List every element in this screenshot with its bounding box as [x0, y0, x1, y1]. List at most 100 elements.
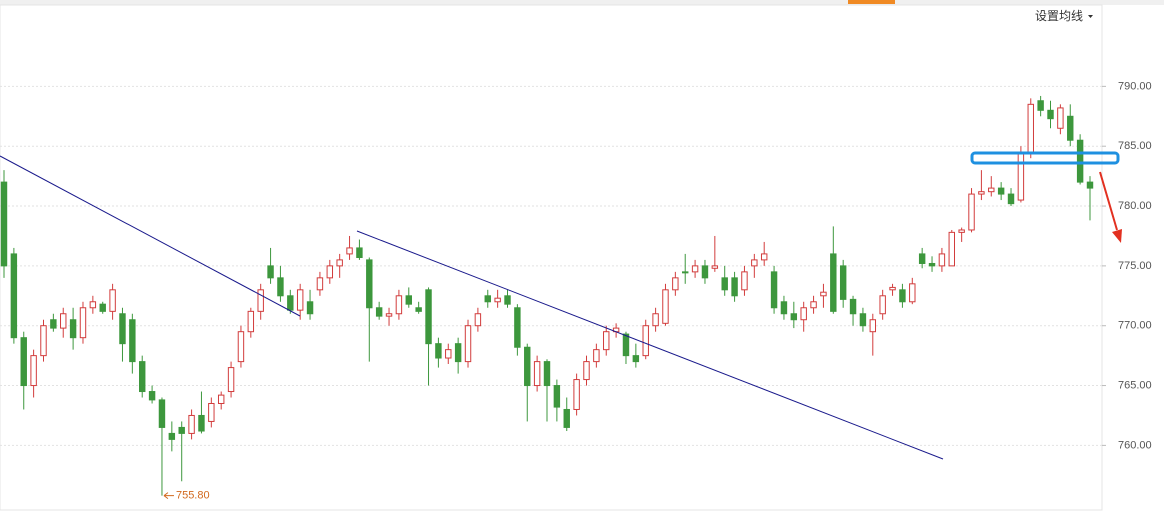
- candle-body: [99, 303, 106, 312]
- candle-body: [909, 283, 916, 303]
- candle-body: [30, 355, 37, 387]
- candle-body: [1057, 107, 1064, 129]
- candle-body: [948, 231, 955, 267]
- y-tick-label: 760.00: [1118, 439, 1152, 451]
- candle-body: [474, 313, 482, 327]
- candle-body: [573, 379, 580, 410]
- candle-body: [445, 349, 452, 359]
- candle-body: [731, 277, 738, 297]
- candle-body: [277, 277, 284, 297]
- candle-body: [10, 253, 18, 339]
- candle-body: [346, 247, 353, 255]
- candle-body: [593, 349, 600, 363]
- candle-body: [524, 346, 531, 387]
- candle-body: [918, 253, 926, 264]
- candle-body: [820, 291, 827, 297]
- candle-body: [652, 313, 659, 327]
- candle-body: [129, 319, 136, 363]
- candle-body: [672, 277, 679, 291]
- y-tick-label: 770.00: [1118, 320, 1152, 332]
- candle-body: [435, 343, 442, 359]
- candle-body: [603, 331, 610, 351]
- candle-body: [928, 262, 936, 267]
- candle-body: [208, 402, 215, 422]
- candle-body: [20, 337, 27, 387]
- candle-body: [839, 265, 847, 300]
- candle-body: [148, 391, 156, 401]
- candle-body: [40, 325, 47, 357]
- candle-body: [336, 259, 343, 267]
- candle-body: [662, 289, 669, 324]
- tab-bar: [0, 0, 1164, 5]
- candle-body: [879, 295, 886, 315]
- candle-body: [89, 301, 97, 309]
- candle-body: [415, 307, 422, 312]
- candle-body: [859, 313, 867, 327]
- red-arrow: [1099, 171, 1118, 231]
- y-tick-label: 775.00: [1118, 260, 1152, 272]
- candle-body: [1047, 109, 1054, 120]
- candle-body: [1027, 103, 1034, 153]
- candle-body: [899, 289, 906, 303]
- candle-body: [257, 289, 264, 312]
- candle-body: [701, 265, 709, 279]
- candle-body: [682, 271, 689, 274]
- candle-body: [770, 271, 778, 309]
- candle-body: [296, 289, 304, 311]
- trend-line: [0, 155, 301, 317]
- candle-body: [198, 414, 205, 432]
- candle-body: [790, 313, 798, 321]
- candle-body: [287, 295, 294, 311]
- active-tab[interactable]: [848, 0, 895, 4]
- red-arrowhead: [1112, 229, 1122, 243]
- candle-body: [978, 191, 985, 195]
- candle-body: [1086, 181, 1094, 189]
- candle-body: [751, 259, 758, 267]
- candle-body: [711, 265, 719, 269]
- plot: 760.00 765.00 770.00 775.00 780.00 785.00 790.…: [0, 80, 1152, 502]
- candle-body: [366, 259, 373, 309]
- candle-body: [158, 399, 166, 428]
- candle-body: [1076, 139, 1084, 183]
- candle-body: [237, 331, 245, 363]
- candle-body: [69, 319, 77, 339]
- candle-body: [326, 265, 334, 279]
- candle-body: [563, 408, 570, 428]
- candle-body: [139, 361, 146, 393]
- menu-label[interactable]: 设置均线: [1035, 9, 1083, 23]
- candle-body: [119, 313, 126, 345]
- candle-body: [79, 307, 87, 339]
- candle-body: [50, 319, 57, 329]
- candle-body: [217, 394, 225, 404]
- candle-body: [958, 229, 965, 233]
- y-tick-label: 790.00: [1118, 80, 1152, 92]
- low-marker-arrow: [163, 492, 174, 500]
- candle-body: [188, 414, 195, 434]
- candle-body: [504, 295, 511, 305]
- y-tick-label: 765.00: [1118, 379, 1152, 391]
- candle-body: [830, 253, 837, 312]
- candle-body: [622, 333, 630, 357]
- candle-body: [109, 289, 116, 312]
- candle-body: [760, 253, 768, 261]
- candle-body: [514, 307, 521, 348]
- candle-body: [691, 265, 699, 273]
- candle-body: [968, 193, 975, 231]
- candle-body: [997, 187, 1005, 195]
- candle-body: [375, 307, 383, 317]
- candle-body: [306, 301, 314, 315]
- candle-body: [227, 367, 235, 393]
- candle-body: [0, 181, 8, 267]
- candle-body: [543, 361, 551, 387]
- candle-body: [454, 343, 462, 363]
- candle-body: [247, 310, 255, 333]
- candle-body: [1037, 100, 1044, 111]
- candle-body: [1017, 151, 1025, 201]
- candle-body: [849, 298, 857, 315]
- candle-body: [583, 361, 590, 381]
- candle-body: [642, 325, 649, 357]
- candle-body: [553, 385, 561, 408]
- menu-caret[interactable]: [1088, 15, 1093, 18]
- candle-body: [464, 325, 472, 363]
- candle-body: [168, 432, 176, 440]
